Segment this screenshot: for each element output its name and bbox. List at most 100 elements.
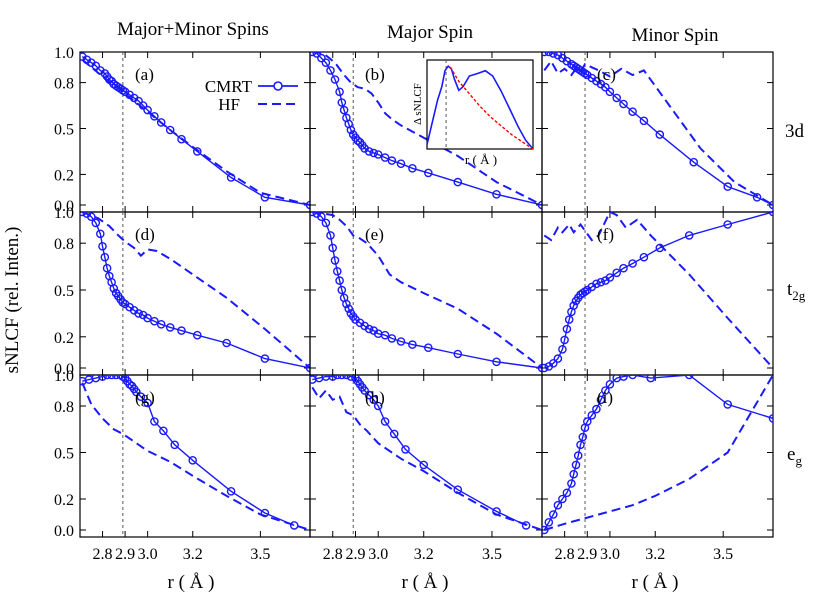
cmrt-point <box>723 220 733 229</box>
cmrt-point <box>396 337 406 346</box>
cmrt-point <box>91 218 101 228</box>
cmrt-point <box>605 87 615 97</box>
cmrt-point <box>408 340 417 349</box>
panel-frame <box>309 374 543 538</box>
cmrt-point <box>401 445 410 454</box>
cmrt-point <box>564 315 574 324</box>
x-tick-label: 2.8 <box>555 546 575 563</box>
cmrt-point <box>333 375 342 380</box>
cmrt-point <box>521 521 531 530</box>
panel-9: 2.8 2.9 3.0 3.2 3.5 (i) <box>541 374 774 563</box>
cmrt-point <box>605 379 615 389</box>
x-axis-label-1: r ( Å ) <box>168 572 215 593</box>
x-axis-labels: r ( Å ) r ( Å ) r ( Å ) <box>168 572 679 593</box>
inset-y-label: Δ sNLCF <box>412 83 424 125</box>
cmrt-point <box>150 316 159 326</box>
cmrt-point <box>684 375 694 380</box>
cmrt-point <box>542 363 549 373</box>
cmrt-point <box>138 101 148 110</box>
panel-4: 0.0 0.2 0.5 0.8 1.0 (d) <box>54 205 311 378</box>
cmrt-point <box>380 330 390 340</box>
cmrt-point <box>628 107 637 116</box>
y-tick-label: 0.5 <box>54 283 74 300</box>
cmrt-point <box>558 494 567 504</box>
cmrt-point <box>87 212 96 221</box>
cmrt-point <box>580 287 590 296</box>
cmrt-point <box>156 118 166 127</box>
cmrt-point <box>330 75 340 84</box>
cmrt-point <box>143 313 152 323</box>
cmrt-point <box>612 268 622 278</box>
cmrt-point <box>100 252 110 262</box>
x-tick-label: 3.2 <box>414 546 434 563</box>
y-tick-label: 1.0 <box>54 368 74 385</box>
cmrt-point <box>453 349 463 359</box>
cmrt-point <box>310 212 317 217</box>
cmrt-point <box>335 276 344 285</box>
cmrt-point <box>723 400 733 409</box>
y-tick-label: 0.5 <box>54 446 74 463</box>
col-title-3: Minor Spin <box>631 25 719 46</box>
cmrt-point <box>492 357 501 367</box>
cmrt-point <box>587 410 597 420</box>
cmrt-point <box>165 323 175 332</box>
cmrt-point <box>312 52 322 58</box>
panel-label: (g) <box>135 388 155 407</box>
cmrt-point <box>222 338 231 348</box>
cmrt-point <box>326 66 335 75</box>
cmrt-point <box>387 156 397 165</box>
row-label-3d: 3d <box>785 121 805 142</box>
cmrt-point <box>423 168 433 178</box>
inset-cmrt-line <box>426 65 534 150</box>
cmrt-point <box>330 256 340 265</box>
cmrt-point <box>583 417 592 426</box>
panel-label: (b) <box>365 65 385 84</box>
y-tick-label: 0.8 <box>54 76 74 93</box>
row-label-t2g: t2g <box>787 279 806 303</box>
cmrt-point <box>578 432 588 442</box>
cmrt-point <box>768 200 773 210</box>
cmrt-point <box>492 189 501 199</box>
cmrt-point <box>646 375 655 383</box>
cmrt-point <box>544 52 554 57</box>
cmrt-point <box>592 404 601 414</box>
cmrt-point <box>342 375 351 380</box>
cmrt-point <box>260 508 270 518</box>
cmrt-point <box>335 87 344 97</box>
cmrt-point <box>192 330 202 340</box>
panel-frame <box>79 374 311 538</box>
series-group <box>310 375 542 531</box>
series-group <box>310 52 542 210</box>
cmrt-point <box>544 518 554 527</box>
series-group <box>542 52 773 210</box>
cmrt-point <box>553 354 563 363</box>
panel-label: (d) <box>135 225 155 244</box>
panel-label: (c) <box>597 65 616 84</box>
panel-6: (f) <box>541 211 774 376</box>
y-tick-label: 1.0 <box>54 45 74 62</box>
x-axis-label-3: r ( Å ) <box>632 572 679 593</box>
panel-7: 0.0 0.2 0.5 0.8 1.0 2.8 2.9 3.0 3.2 3.5 (g) <box>54 368 311 563</box>
panel-label: (h) <box>365 388 385 407</box>
cmrt-point <box>125 379 134 389</box>
y-tick-label: 0.2 <box>54 167 74 184</box>
inset-x-label: r ( Å ) <box>465 152 497 167</box>
cmrt-point <box>553 500 563 510</box>
hf-line <box>543 59 773 206</box>
row-labels: 3d t2g eg <box>785 121 806 468</box>
cmrt-point <box>596 395 606 405</box>
cmrt-point <box>188 455 197 465</box>
cmrt-point <box>542 525 549 535</box>
cmrt-point <box>369 148 379 158</box>
cmrt-point <box>542 52 549 57</box>
cmrt-point <box>136 392 146 402</box>
cmrt-point <box>91 61 101 71</box>
cmrt-point <box>655 243 665 253</box>
cmrt-point <box>571 460 581 470</box>
hf-line <box>81 382 310 531</box>
cmrt-point <box>419 460 429 470</box>
cmrt-point <box>492 507 501 516</box>
y-tick-label: 1.0 <box>54 205 74 222</box>
cmrt-point <box>317 53 326 63</box>
